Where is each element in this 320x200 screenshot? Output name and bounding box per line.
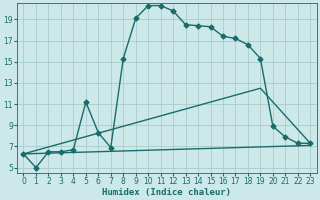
X-axis label: Humidex (Indice chaleur): Humidex (Indice chaleur)	[102, 188, 231, 197]
